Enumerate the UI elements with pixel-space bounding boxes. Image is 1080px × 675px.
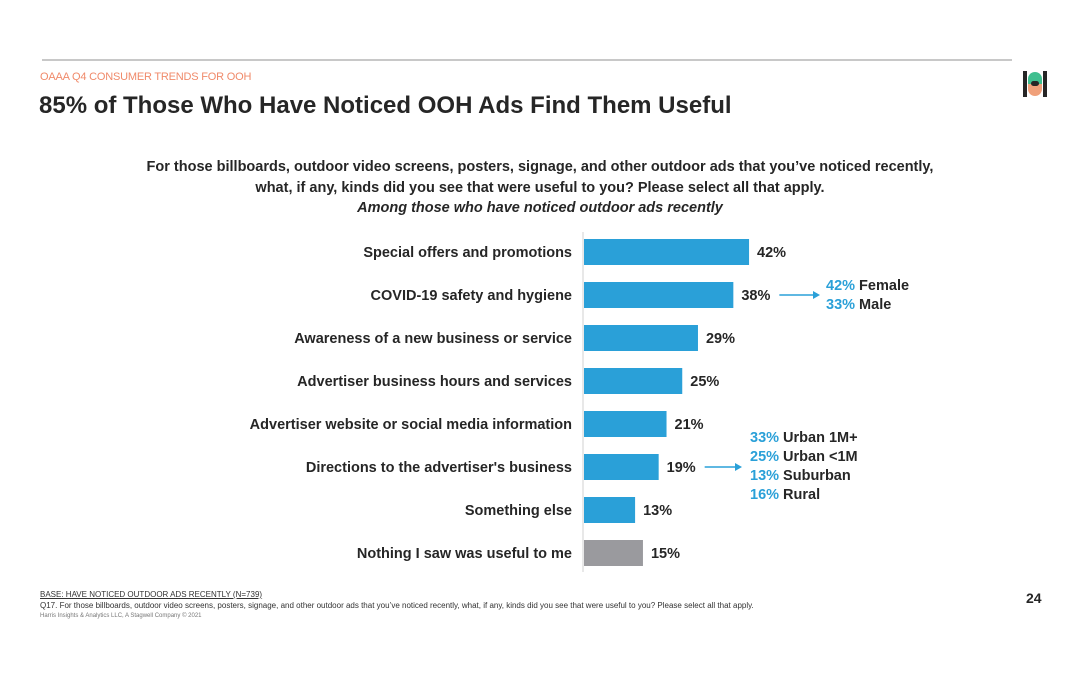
breakdown-label: Urban <1M	[779, 449, 858, 465]
arrowhead-icon	[735, 463, 742, 471]
breakdown-item: 16% Rural	[750, 486, 858, 505]
breakdown-item: 33% Urban 1M+	[750, 429, 858, 448]
breakdown-pct: 42%	[826, 278, 856, 294]
value-label: 21%	[675, 417, 704, 433]
category-label: Advertiser business hours and services	[297, 374, 572, 390]
location-breakdown: 33% Urban 1M+ 25% Urban <1M 13% Suburban 16…	[750, 429, 858, 505]
arrowhead-icon	[813, 291, 820, 299]
base-note: BASE: HAVE NOTICED OUTDOOR ADS RECENTLY …	[40, 590, 263, 599]
value-label: 25%	[690, 374, 719, 390]
breakdown-item: 42% Female	[826, 277, 909, 296]
bar	[584, 454, 659, 480]
bar	[584, 540, 643, 566]
value-label: 42%	[757, 245, 786, 261]
survey-question: For those billboards, outdoor video scre…	[146, 159, 934, 196]
chart-subtitle: Among those who have noticed outdoor ads…	[357, 200, 723, 216]
gender-breakdown: 42% Female 33% Male	[826, 277, 909, 315]
harris-logo	[1023, 71, 1047, 97]
category-label: Directions to the advertiser's business	[306, 460, 572, 476]
page-title: 85% of Those Who Have Noticed OOH Ads Fi…	[39, 92, 732, 119]
value-label: 13%	[643, 503, 672, 519]
breakdown-label: Rural	[779, 487, 821, 503]
value-label: 29%	[706, 331, 735, 347]
breakdown-item: 33% Male	[826, 296, 909, 315]
bar	[584, 282, 734, 308]
section-kicker: OAAA Q4 CONSUMER TRENDS FOR OOH	[40, 71, 252, 83]
question-note: Q17. For those billboards, outdoor video…	[40, 601, 754, 610]
breakdown-pct: 33%	[826, 297, 856, 313]
breakdown-label: Male	[855, 297, 892, 313]
bar	[584, 325, 698, 351]
breakdown-pct: 33%	[750, 430, 780, 446]
bar	[584, 239, 750, 265]
copyright: Harris Insights & Analytics LLC, A Stagw…	[40, 613, 202, 619]
category-label: Nothing I saw was useful to me	[357, 546, 572, 562]
breakdown-label: Female	[855, 278, 910, 294]
category-label: Something else	[465, 503, 572, 519]
top-divider	[42, 59, 1012, 61]
breakdown-label: Suburban	[779, 468, 851, 484]
page-number: 24	[1026, 590, 1042, 606]
value-label: 19%	[667, 460, 696, 476]
value-label: 15%	[651, 546, 680, 562]
breakdown-item: 25% Urban <1M	[750, 448, 858, 467]
breakdown-pct: 16%	[750, 487, 780, 503]
breakdown-pct: 13%	[750, 468, 780, 484]
breakdown-pct: 25%	[750, 449, 780, 465]
category-label: Awareness of a new business or service	[294, 331, 572, 347]
breakdown-item: 13% Suburban	[750, 467, 858, 486]
bar	[584, 368, 683, 394]
category-label: Special offers and promotions	[363, 245, 572, 261]
category-label: Advertiser website or social media infor…	[250, 417, 572, 433]
bar	[584, 497, 636, 523]
bar	[584, 411, 667, 437]
breakdown-label: Urban 1M+	[779, 430, 858, 446]
category-label: COVID-19 safety and hygiene	[371, 288, 572, 304]
value-label: 38%	[741, 288, 770, 304]
